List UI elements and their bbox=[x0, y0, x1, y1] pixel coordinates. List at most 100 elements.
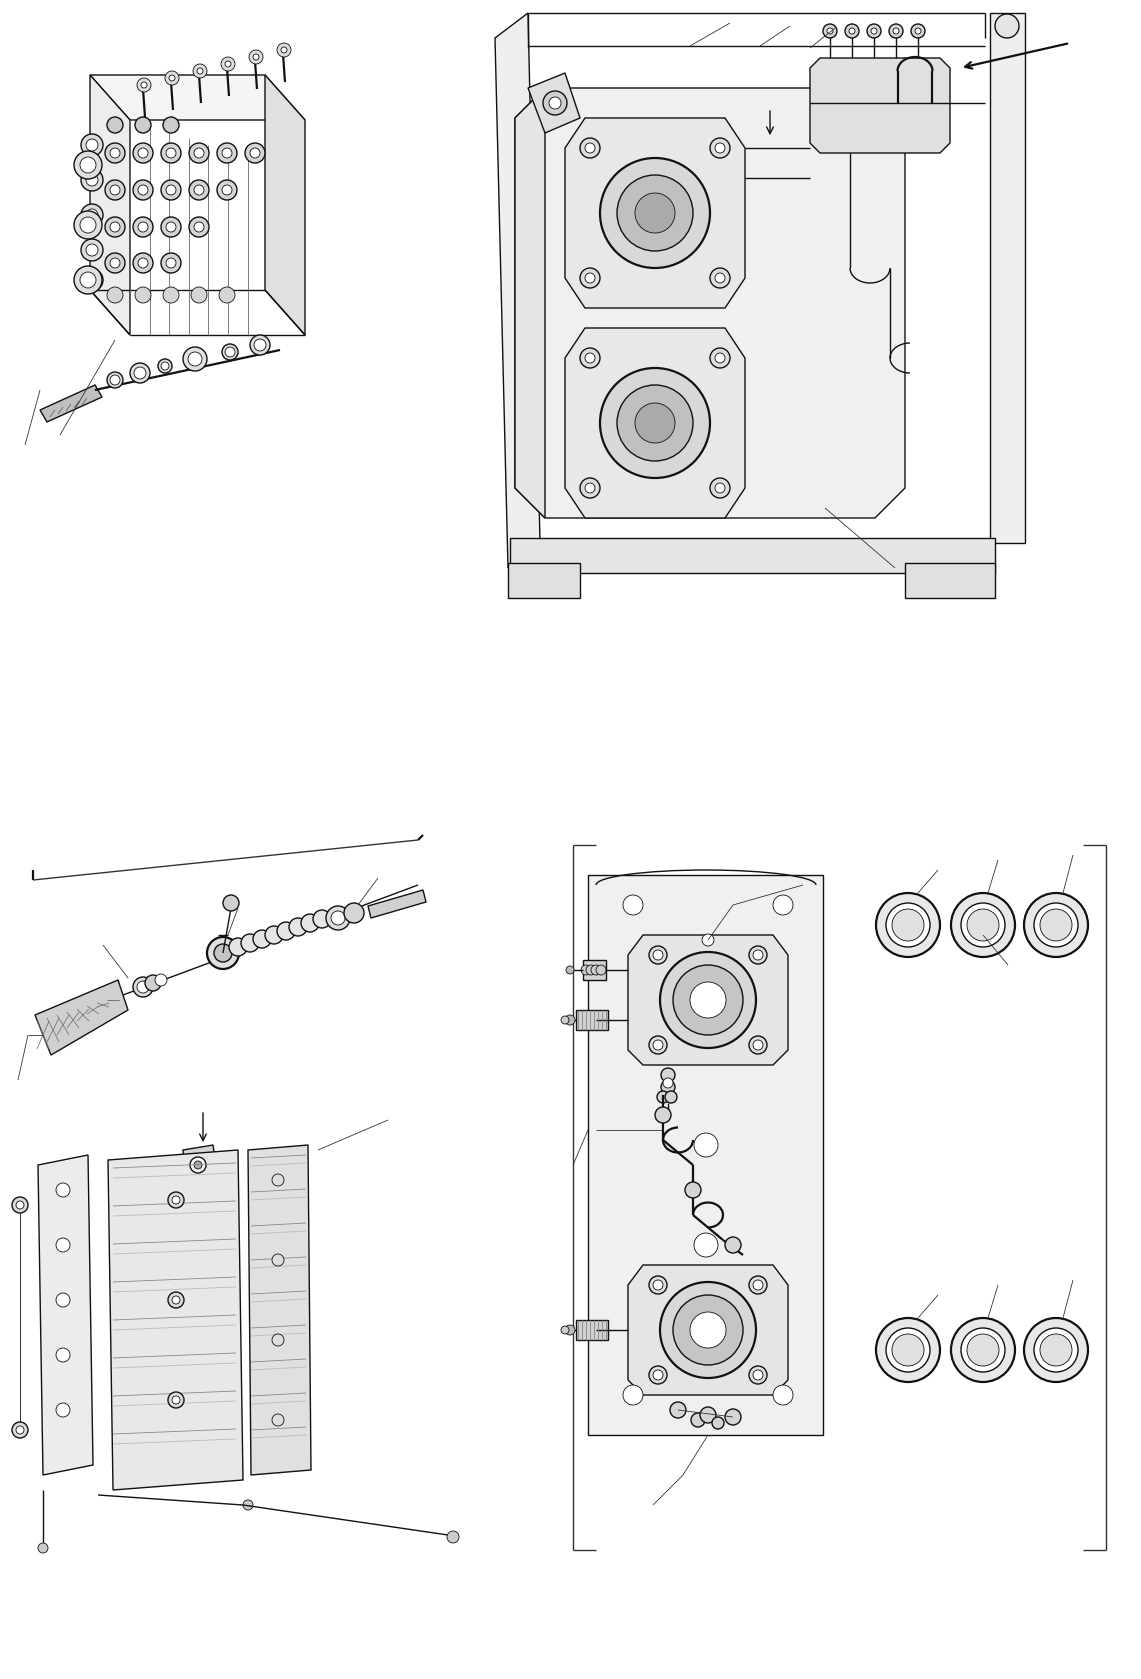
Circle shape bbox=[580, 269, 600, 289]
Circle shape bbox=[133, 217, 153, 237]
Circle shape bbox=[13, 1197, 29, 1212]
Circle shape bbox=[710, 138, 730, 158]
Circle shape bbox=[968, 908, 1000, 940]
Circle shape bbox=[172, 1395, 180, 1404]
Circle shape bbox=[694, 1232, 718, 1258]
Circle shape bbox=[272, 1335, 284, 1347]
Circle shape bbox=[661, 1080, 675, 1095]
Circle shape bbox=[617, 175, 693, 250]
Circle shape bbox=[221, 57, 235, 71]
Circle shape bbox=[566, 965, 574, 974]
Circle shape bbox=[105, 217, 126, 237]
Circle shape bbox=[138, 222, 148, 232]
Circle shape bbox=[673, 965, 743, 1034]
Circle shape bbox=[867, 24, 881, 39]
Circle shape bbox=[690, 982, 726, 1017]
Circle shape bbox=[86, 243, 98, 255]
Polygon shape bbox=[810, 59, 950, 153]
Circle shape bbox=[250, 148, 260, 158]
Circle shape bbox=[74, 265, 102, 294]
Circle shape bbox=[343, 903, 364, 923]
Circle shape bbox=[753, 950, 763, 960]
Circle shape bbox=[163, 118, 179, 133]
Circle shape bbox=[715, 484, 725, 494]
Circle shape bbox=[189, 217, 209, 237]
Circle shape bbox=[191, 1157, 207, 1174]
Circle shape bbox=[16, 1200, 24, 1209]
Circle shape bbox=[748, 1367, 767, 1383]
Circle shape bbox=[281, 47, 288, 54]
Circle shape bbox=[699, 1407, 717, 1424]
Circle shape bbox=[277, 922, 296, 940]
Circle shape bbox=[753, 1279, 763, 1289]
Circle shape bbox=[600, 158, 710, 269]
Circle shape bbox=[161, 363, 169, 369]
Circle shape bbox=[712, 1417, 725, 1429]
Polygon shape bbox=[495, 13, 540, 568]
Circle shape bbox=[133, 254, 153, 274]
Circle shape bbox=[13, 1422, 29, 1437]
Polygon shape bbox=[628, 935, 788, 1064]
Circle shape bbox=[1034, 903, 1078, 947]
Circle shape bbox=[911, 24, 925, 39]
Circle shape bbox=[219, 287, 235, 302]
Circle shape bbox=[876, 1318, 940, 1382]
Circle shape bbox=[690, 1311, 726, 1348]
Circle shape bbox=[585, 353, 594, 363]
Circle shape bbox=[86, 139, 98, 151]
Polygon shape bbox=[40, 384, 102, 421]
Circle shape bbox=[105, 254, 126, 274]
Circle shape bbox=[950, 893, 1015, 957]
Circle shape bbox=[301, 913, 319, 932]
Circle shape bbox=[661, 1068, 675, 1081]
Circle shape bbox=[585, 274, 594, 284]
Circle shape bbox=[1039, 1335, 1073, 1367]
Circle shape bbox=[161, 254, 181, 274]
Circle shape bbox=[172, 1195, 180, 1204]
Circle shape bbox=[715, 143, 725, 153]
Circle shape bbox=[665, 1091, 677, 1103]
Circle shape bbox=[81, 238, 103, 260]
Circle shape bbox=[56, 1237, 70, 1253]
Circle shape bbox=[591, 965, 601, 975]
Circle shape bbox=[876, 893, 940, 957]
Circle shape bbox=[81, 170, 103, 191]
Circle shape bbox=[165, 185, 176, 195]
Circle shape bbox=[1023, 1318, 1089, 1382]
Circle shape bbox=[165, 148, 176, 158]
Circle shape bbox=[161, 217, 181, 237]
Circle shape bbox=[725, 1409, 741, 1425]
Circle shape bbox=[225, 60, 230, 67]
Circle shape bbox=[155, 974, 167, 986]
Circle shape bbox=[649, 945, 667, 964]
Circle shape bbox=[168, 1192, 184, 1207]
Circle shape bbox=[86, 175, 98, 186]
Circle shape bbox=[995, 13, 1019, 39]
Circle shape bbox=[194, 148, 204, 158]
Circle shape bbox=[222, 895, 238, 912]
Circle shape bbox=[710, 348, 730, 368]
Circle shape bbox=[663, 1078, 673, 1088]
Polygon shape bbox=[528, 72, 580, 133]
Circle shape bbox=[565, 1016, 575, 1024]
Circle shape bbox=[133, 368, 146, 379]
Polygon shape bbox=[565, 118, 745, 307]
Circle shape bbox=[168, 1293, 184, 1308]
Circle shape bbox=[653, 950, 663, 960]
Circle shape bbox=[636, 193, 675, 233]
Circle shape bbox=[56, 1404, 70, 1417]
Circle shape bbox=[133, 977, 153, 997]
Circle shape bbox=[138, 185, 148, 195]
Circle shape bbox=[715, 353, 725, 363]
Circle shape bbox=[130, 363, 149, 383]
Polygon shape bbox=[583, 960, 606, 981]
Circle shape bbox=[331, 912, 345, 925]
Circle shape bbox=[827, 29, 833, 34]
Circle shape bbox=[1039, 908, 1073, 940]
Circle shape bbox=[169, 76, 175, 81]
Circle shape bbox=[245, 143, 265, 163]
Circle shape bbox=[138, 148, 148, 158]
Circle shape bbox=[135, 287, 151, 302]
Circle shape bbox=[165, 222, 176, 232]
Circle shape bbox=[215, 944, 232, 962]
